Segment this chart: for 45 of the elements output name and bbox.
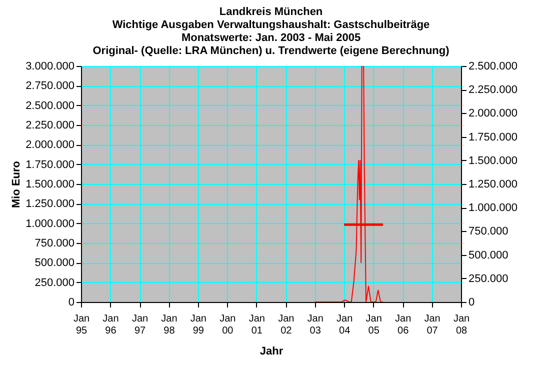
y-tick-label: 1.500.000: [26, 178, 74, 190]
x-tick-label: Jan 07: [424, 314, 440, 336]
x-axis-title: Jahr: [260, 346, 284, 358]
x-tick-label: Jan 04: [336, 314, 353, 336]
y2-tick-label: 2.500.000: [468, 60, 518, 72]
y-tick-label: 2.500.000: [26, 100, 74, 112]
y-tick-label: 3.000.000: [26, 60, 74, 72]
x-tick-label: Jan 95: [73, 314, 90, 336]
y2-tick-label: 1.500.000: [468, 154, 518, 167]
y2-tick-label: 1.000.000: [468, 202, 518, 214]
y2-tick-label: 250.000: [468, 272, 508, 285]
x-tick-label: Jan 00: [220, 314, 236, 336]
y2-tick-label: 2.250.000: [468, 84, 518, 96]
text: Original- (Quelle: LRA München) u. Trendwerte (eigene Berechnung): [92, 45, 450, 57]
y2-tick-label: 0: [468, 296, 475, 308]
line-series: [314, 66, 384, 302]
x-tick-label: Jan 08: [453, 314, 470, 336]
x-tick-label: Jan 96: [102, 314, 119, 336]
x-tick-label: Jan 97: [132, 314, 148, 336]
y-tick-label: 250.000: [34, 276, 74, 289]
text: Monatswerte: Jan. 2003 - Mai 2005: [181, 32, 361, 44]
y-tick-label: 750.000: [34, 238, 74, 250]
y2-tick-label: 1.250.000: [468, 178, 518, 190]
x-tick-label: Jan 03: [307, 314, 324, 336]
y-tick-label: 1.000.000: [26, 218, 74, 230]
y-tick-label: 1.250.000: [26, 198, 74, 210]
x-tick-label: Jan 99: [190, 314, 206, 336]
y-tick-label: 1.750.000: [26, 158, 74, 171]
x-tick-label: Jan 01: [248, 314, 265, 336]
y-tick-label: 500.000: [34, 257, 74, 270]
y2-tick-label: 1.750.000: [468, 131, 518, 144]
y2-tick-label: 750.000: [468, 226, 508, 238]
y2-tick-label: 500.000: [468, 249, 508, 262]
x-tick-label: Jan 05: [366, 314, 382, 336]
y-tick-label: 0: [68, 296, 74, 308]
y-axis-title: Mio Euro: [10, 160, 23, 208]
y-tick-label: 2.750.000: [26, 80, 74, 92]
text: Wichtige Ausgaben Verwaltungshaushalt: Gastschulbeiträge: [112, 19, 430, 31]
x-tick-label: Jan 06: [395, 314, 412, 336]
y-tick-label: 2.000.000: [26, 139, 74, 152]
y2-tick-label: 2.000.000: [468, 108, 518, 120]
x-tick-label: Jan 98: [161, 314, 178, 336]
x-tick-label: Jan 02: [278, 314, 294, 336]
chart-title: Landkreis München: [219, 6, 323, 18]
y-tick-label: 2.250.000: [26, 120, 74, 132]
